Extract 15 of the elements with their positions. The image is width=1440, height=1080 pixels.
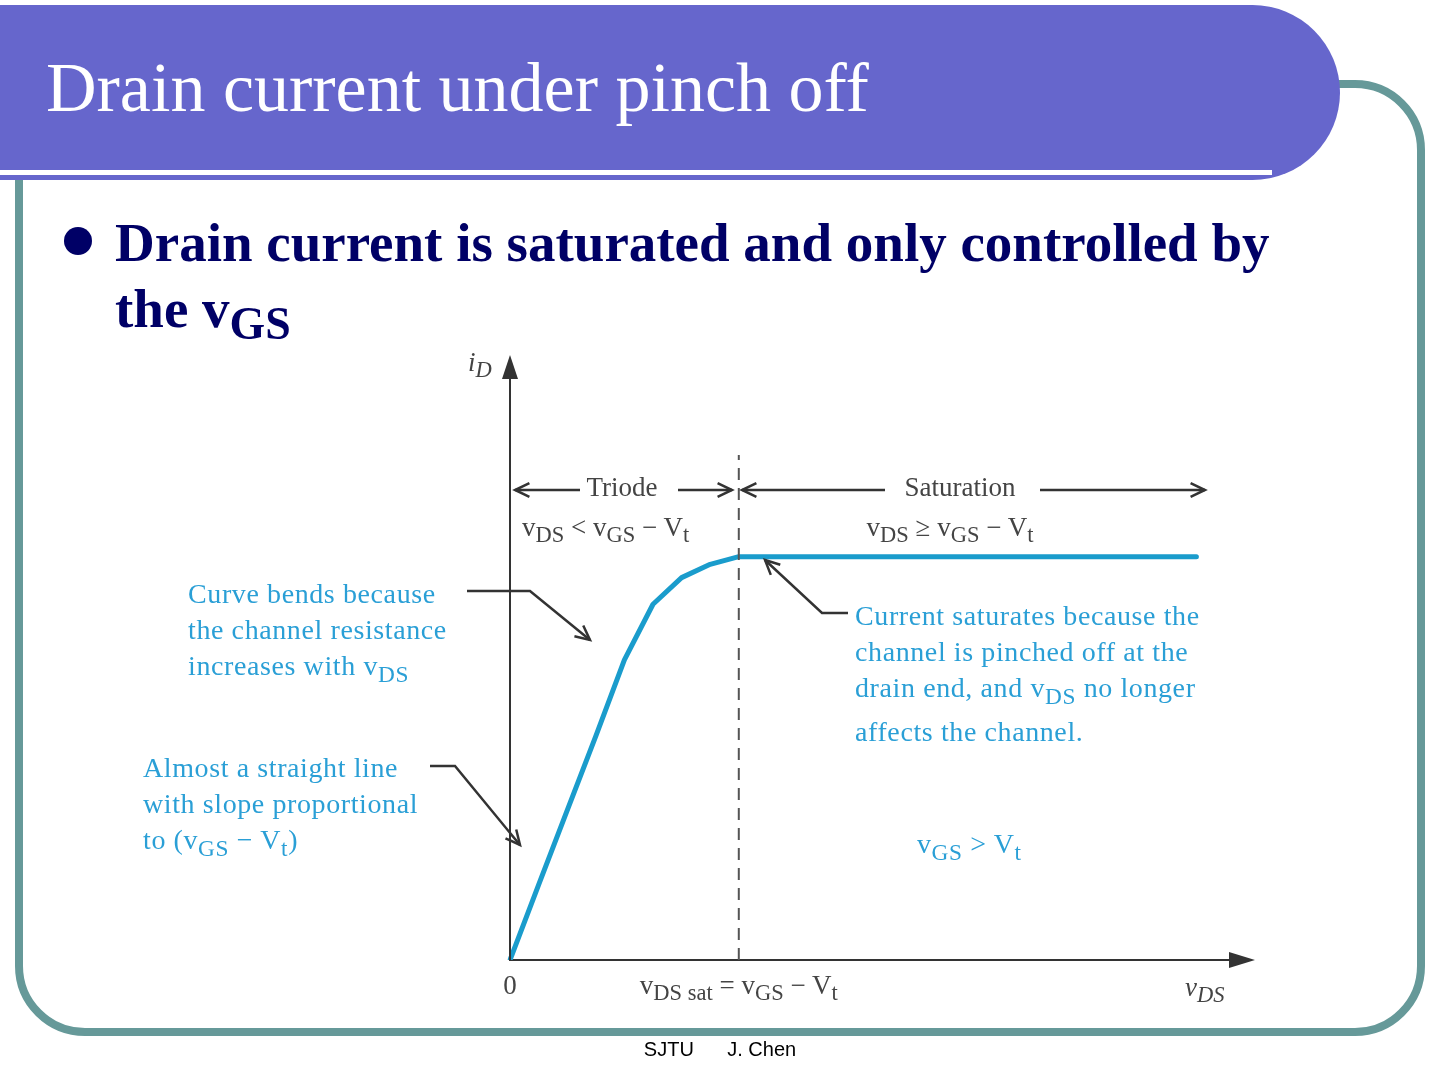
chart-title: Drain current under pinch off [46, 48, 869, 128]
text: v$_{DS}$ ≥ v$_{GS}$ − V$_{t}$ [866, 512, 1034, 549]
chart-subtitle: Drain current is saturated and only controlled by the v$_{GS}$ [115, 212, 1270, 349]
text: i$_{D}$ [468, 347, 492, 384]
text: v$_{DS}$ < v$_{GS}$ − V$_{t}$ [522, 512, 690, 549]
text: Almost a straight line with slope proportional to (v$_{GS}$ − V$_{t}$) [143, 751, 420, 863]
annotation: v$_{GS}$ > V$_{t}$ [917, 827, 1022, 867]
text: Curve bends because the channel resistance increases with v$_{DS}$ [188, 577, 448, 689]
text: Saturation [904, 472, 1016, 503]
x-axis-title: v$_{DS}$ [1185, 972, 1225, 1009]
x-tick-label: v$_{DS sat}$ = v$_{GS}$ − V$_{t}$ [639, 970, 838, 1007]
text: Triode [586, 472, 658, 503]
annotation: Current saturates because the channel is pinched off at the drain end, and v$_{DS}$ no longer affects the channel. [855, 599, 1201, 749]
x-tick-label: 0 [503, 970, 517, 1001]
text: SJTU J. Chen [642, 1038, 798, 1061]
